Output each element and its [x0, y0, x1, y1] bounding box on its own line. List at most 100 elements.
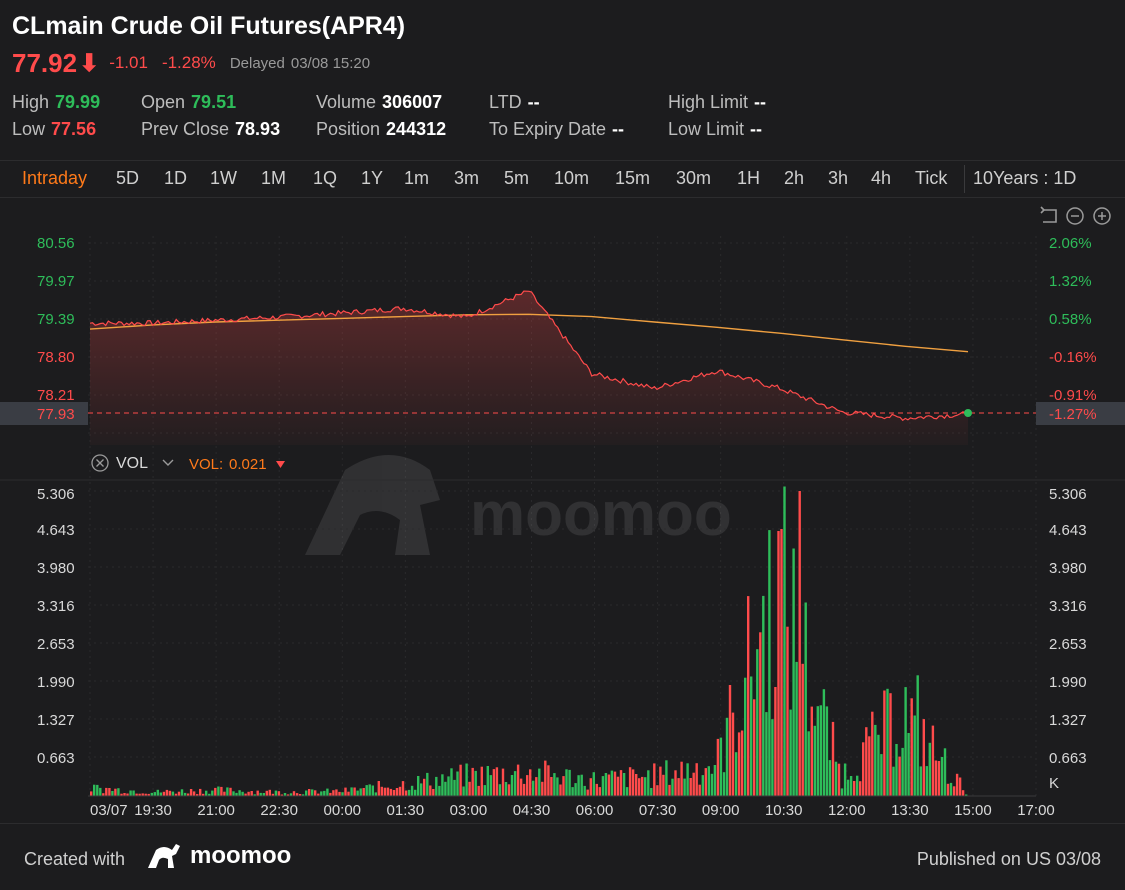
volume-bar — [311, 789, 314, 796]
volume-bar — [753, 699, 756, 796]
volume-bar — [459, 764, 462, 796]
zoom-out-icon[interactable] — [1066, 207, 1084, 225]
vol-y-label: 2.653 — [1049, 636, 1087, 653]
volume-bar — [734, 752, 738, 796]
tab-tick[interactable]: Tick — [915, 168, 948, 188]
tab-divider — [964, 165, 965, 193]
tab-30min[interactable]: 30m — [676, 168, 712, 188]
chevron-down-icon[interactable] — [162, 459, 174, 466]
stat-label: Low — [12, 119, 46, 139]
tab-2h[interactable]: 2h — [784, 168, 805, 188]
volume-bar — [535, 777, 538, 796]
pct-y-label: -0.91% — [1049, 387, 1097, 404]
volume-bar — [162, 791, 166, 796]
page-title: CLmain Crude Oil Futures(APR4) — [12, 12, 406, 40]
vol-y-label: 4.643 — [37, 522, 75, 539]
volume-bar — [226, 787, 229, 796]
volume-bar — [407, 789, 411, 796]
x-tick-label: 01:30 — [387, 802, 425, 819]
x-tick-label: 09:00 — [702, 802, 740, 819]
volume-bar — [138, 793, 141, 796]
volume-bar — [722, 772, 726, 796]
volume-bar — [317, 793, 320, 796]
price-change: -1.01 — [109, 53, 148, 72]
tab-1w[interactable]: 1W — [210, 168, 237, 188]
volume-bar — [955, 773, 959, 796]
volume-bar — [274, 790, 278, 796]
tab-intraday[interactable]: Intraday — [22, 168, 88, 188]
tab-1y[interactable]: 1Y — [361, 168, 384, 188]
volume-bar — [783, 486, 786, 796]
bull-logo-icon — [148, 844, 180, 868]
quote-datetime: 03/08 15:20 — [290, 54, 371, 72]
volume-bar — [368, 784, 371, 796]
zoom-in-icon[interactable] — [1093, 207, 1111, 225]
tab-15min[interactable]: 15m — [615, 168, 651, 188]
volume-bar — [559, 784, 562, 796]
current-pct-label: -1.27% — [1049, 406, 1097, 423]
vol-label: VOL: — [189, 456, 223, 473]
volume-bar — [737, 732, 741, 796]
volume-bar — [777, 531, 780, 796]
tab-1h[interactable]: 1H — [737, 168, 761, 188]
stat-label: High Limit — [668, 92, 749, 112]
vol-y-label: 3.316 — [37, 598, 75, 615]
range-selector[interactable]: 10Years : 1D — [973, 168, 1077, 188]
volume-bar — [126, 793, 129, 796]
volume-bar — [105, 787, 108, 796]
volume-bar — [644, 777, 647, 796]
indicator-name[interactable]: VOL — [116, 455, 148, 472]
tab-1q[interactable]: 1Q — [313, 168, 338, 188]
stat-label: Prev Close — [141, 119, 230, 139]
tab-4h[interactable]: 4h — [871, 168, 892, 188]
volume-bar — [583, 785, 586, 796]
volume-bar — [214, 787, 217, 796]
volume-bar — [314, 790, 317, 796]
volume-bar — [780, 529, 783, 796]
x-tick-label: 12:00 — [828, 802, 866, 819]
tab-10min[interactable]: 10m — [554, 168, 590, 188]
tab-1m[interactable]: 1M — [261, 168, 287, 188]
volume-bar — [840, 788, 844, 796]
volume-bar — [631, 769, 635, 796]
tab-1min[interactable]: 1m — [404, 168, 430, 188]
volume-bar — [456, 771, 459, 796]
volume-bar — [283, 793, 287, 796]
stat-value: 77.56 — [51, 119, 97, 139]
volume-bar — [365, 785, 368, 796]
volume-bar — [522, 783, 526, 796]
tab-3h[interactable]: 3h — [828, 168, 849, 188]
moomoo-logo[interactable]: moomoo — [146, 842, 291, 870]
reset-zoom-icon[interactable] — [1040, 206, 1057, 223]
current-price-tag-right — [1036, 402, 1125, 425]
caret-down-icon — [276, 461, 285, 468]
volume-bar — [710, 773, 714, 796]
stat-label: LTD — [489, 92, 522, 112]
volume-bar — [635, 774, 638, 796]
volume-bar — [601, 776, 605, 796]
volume-bar — [420, 783, 423, 796]
volume-bar — [695, 763, 698, 796]
close-indicator-icon[interactable] — [91, 454, 109, 472]
volume-bar — [423, 778, 426, 796]
volume-bar — [417, 776, 420, 796]
volume-bar — [532, 780, 535, 796]
price-y-label: 80.56 — [37, 235, 75, 252]
tab-1d[interactable]: 1D — [164, 168, 188, 188]
tab-3min[interactable]: 3m — [454, 168, 480, 188]
x-tick-label: 15:00 — [954, 802, 992, 819]
tab-5min[interactable]: 5m — [504, 168, 530, 188]
volume-bar — [238, 790, 241, 796]
tab-5d[interactable]: 5D — [116, 168, 140, 188]
volume-bar — [462, 786, 465, 796]
volume-bar — [544, 760, 547, 796]
vol-y-label: 1.990 — [1049, 674, 1087, 691]
volume-bar — [165, 789, 169, 796]
volume-bar — [786, 626, 789, 796]
volume-bar — [389, 788, 393, 796]
volume-bar — [595, 783, 598, 796]
volume-bar — [616, 776, 620, 796]
volume-bar — [713, 765, 717, 796]
volume-bar — [277, 791, 281, 796]
volume-bar — [837, 763, 841, 796]
